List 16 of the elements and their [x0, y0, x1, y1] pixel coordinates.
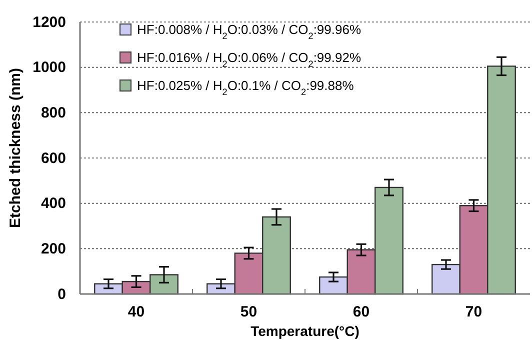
- y-tick-label: 400: [40, 195, 66, 212]
- y-axis-title: Etched thickness (nm): [7, 68, 24, 228]
- legend-label: HF:0.008% / H$_{2}$O:0.03% / CO$_{2}$:99.96%: [137, 22, 362, 41]
- x-axis-title: Temperature(°C): [250, 323, 360, 339]
- y-tick-label: 0: [58, 286, 66, 303]
- x-tick-label: 60: [352, 304, 370, 321]
- legend-label: HF:0.025% / H$_{2}$O:0.1% / CO$_{2}$:99.88%: [137, 78, 354, 97]
- x-tick-label: 70: [465, 304, 482, 321]
- y-tick-label: 1200: [32, 14, 66, 31]
- y-tick-label: 800: [40, 104, 66, 122]
- y-tick-label: 1000: [32, 59, 66, 76]
- x-tick-label: 50: [240, 304, 258, 321]
- y-tick-label: 600: [40, 150, 66, 167]
- x-tick-label: 40: [128, 304, 145, 321]
- legend-label: HF:0.016% / H$_{2}$O:0.06% / CO$_{2}$:99.92%: [137, 50, 362, 69]
- y-tick-label: 200: [40, 240, 66, 258]
